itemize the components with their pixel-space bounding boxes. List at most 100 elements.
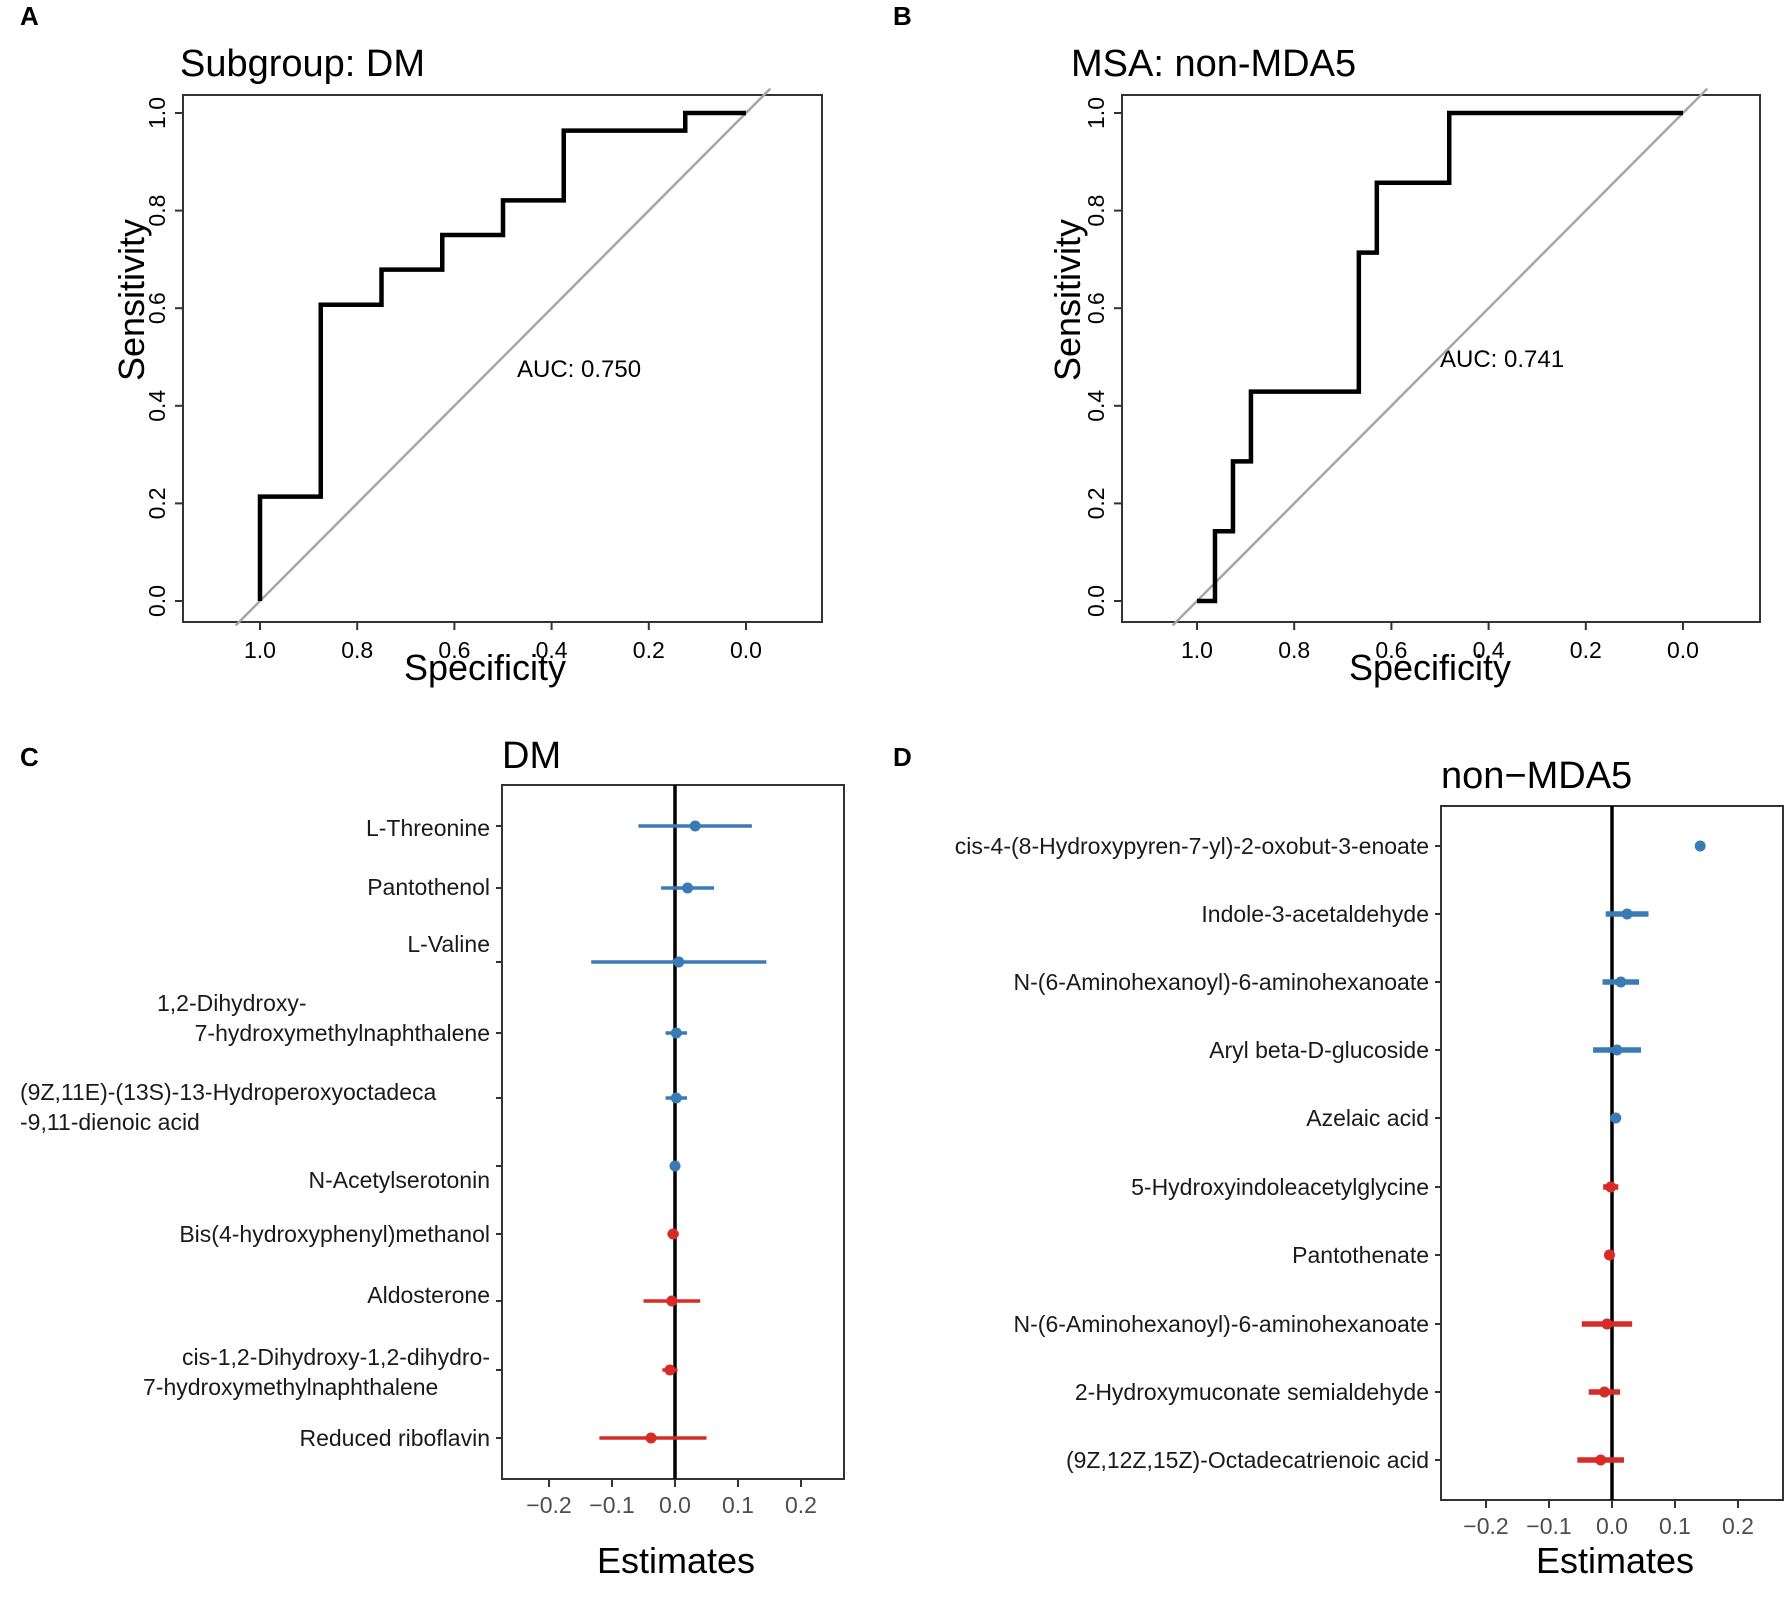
- row-label: 5-Hydroxyindoleacetylglycine: [1131, 1174, 1429, 1200]
- x-tick-label: −0.2: [526, 1492, 571, 1518]
- reference-diagonal: [234, 87, 772, 627]
- y-tick-label: 0.8: [1083, 195, 1109, 227]
- x-tick-label: 0.8: [341, 637, 373, 663]
- y-tick-label: 0.4: [144, 390, 170, 422]
- x-axis-label: Estimates: [1536, 1540, 1694, 1581]
- estimate-point: [1611, 1044, 1623, 1056]
- chart-title: non−MDA5: [1441, 755, 1632, 797]
- panel-label-a: A: [20, 1, 39, 31]
- row-label: N-(6-Aminohexanoyl)-6-aminohexanoate: [1014, 969, 1429, 995]
- row-label: Aryl beta-D-glucoside: [1209, 1037, 1429, 1063]
- row-label: Pantothenol: [367, 874, 490, 900]
- y-tick-label: 0.6: [1083, 292, 1109, 324]
- panel-label-b: B: [893, 1, 912, 31]
- estimate-point: [670, 1027, 682, 1039]
- x-tick-label: 1.0: [244, 637, 276, 663]
- chart-title: Subgroup: DM: [180, 43, 425, 85]
- estimate-point: [664, 1364, 676, 1376]
- plot-frame: [1121, 94, 1761, 623]
- row-label: 1,2-Dihydroxy-: [157, 990, 307, 1016]
- x-tick-label: 0.1: [1659, 1513, 1691, 1539]
- x-axis-label: Estimates: [597, 1540, 755, 1581]
- estimate-point: [673, 956, 685, 968]
- estimate-point: [1615, 976, 1627, 988]
- y-tick-label: 0.4: [1083, 390, 1109, 422]
- x-tick-label: 0.8: [1278, 637, 1310, 663]
- row-label: Azelaic acid: [1306, 1105, 1429, 1131]
- forest-chart-c: DM Estimates −0.2 −0.1 0.0 0.1 0.2 L-Threonin…: [20, 735, 845, 1581]
- row-label: N-(6-Aminohexanoyl)-6-aminohexanoate: [1014, 1311, 1429, 1337]
- x-tick-label: 0.0: [1667, 637, 1699, 663]
- y-tick-label: 0.2: [144, 487, 170, 519]
- row-label: L-Threonine: [366, 815, 490, 841]
- plot-frame: [182, 94, 823, 623]
- row-label: Indole-3-acetaldehyde: [1201, 901, 1429, 927]
- panel-label-c: C: [20, 742, 39, 772]
- row-label: -9,11-dienoic acid: [20, 1109, 200, 1135]
- y-tick-label: 0.6: [144, 292, 170, 324]
- x-tick-label: 0.0: [1596, 1513, 1628, 1539]
- x-tick-label: −0.2: [1463, 1513, 1508, 1539]
- x-tick-label: 0.1: [722, 1492, 754, 1518]
- estimate-point: [1595, 1454, 1607, 1466]
- chart-title: DM: [502, 735, 561, 777]
- estimate-point: [1601, 1318, 1613, 1330]
- x-axis-label: Specificity: [1349, 647, 1511, 688]
- y-axis-label: Sensitivity: [111, 219, 152, 381]
- forest-chart-d: non−MDA5 Estimates −0.2 −0.1 0.0 0.1 0.2 cis-…: [955, 755, 1784, 1581]
- panel-label-d: D: [893, 742, 912, 772]
- x-tick-label: 0.0: [659, 1492, 691, 1518]
- x-tick-label: 0.2: [633, 637, 665, 663]
- chart-title: MSA: non-MDA5: [1071, 43, 1356, 85]
- roc-chart-b: MSA: non-MDA5 Specificity Sensitivity AU…: [1047, 43, 1761, 688]
- x-tick-label: 0.2: [785, 1492, 817, 1518]
- x-tick-label: 0.4: [1473, 637, 1505, 663]
- row-label: 7-hydroxymethylnaphthalene: [143, 1374, 438, 1400]
- estimate-point: [1598, 1386, 1610, 1398]
- reference-diagonal: [1171, 87, 1709, 627]
- plot-frame: [501, 784, 845, 1480]
- estimate-point: [682, 882, 694, 894]
- row-label: (9Z,12Z,15Z)-Octadecatrienoic acid: [1066, 1447, 1429, 1473]
- estimate-point: [1610, 1112, 1622, 1124]
- x-tick-label: 0.2: [1722, 1513, 1754, 1539]
- estimate-point: [1603, 1249, 1615, 1261]
- y-tick-label: 1.0: [144, 97, 170, 129]
- y-axis-label: Sensitivity: [1047, 219, 1088, 381]
- roc-curve: [257, 110, 746, 601]
- row-label: Aldosterone: [367, 1282, 490, 1308]
- x-tick-label: 0.4: [536, 637, 568, 663]
- row-label: Bis(4-hydroxyphenyl)methanol: [179, 1221, 490, 1247]
- roc-curve: [1197, 110, 1683, 604]
- estimate-point: [670, 1092, 682, 1104]
- row-label: Reduced riboflavin: [299, 1425, 490, 1451]
- y-tick-label: 1.0: [1083, 97, 1109, 129]
- row-label: 7-hydroxymethylnaphthalene: [195, 1020, 490, 1046]
- y-tick-label: 0.0: [144, 585, 170, 617]
- estimate-point: [1694, 840, 1706, 852]
- x-tick-label: 0.6: [438, 637, 470, 663]
- estimate-point: [669, 1160, 681, 1172]
- estimate-point: [1621, 908, 1633, 920]
- y-tick-label: 0.2: [1083, 487, 1109, 519]
- roc-chart-a: Subgroup: DM Specificity Sensitivity AUC…: [111, 43, 823, 688]
- x-axis-label: Specificity: [404, 647, 566, 688]
- estimate-point: [667, 1228, 679, 1240]
- x-tick-label: 0.0: [730, 637, 762, 663]
- auc-label: AUC: 0.741: [1440, 346, 1564, 373]
- auc-label: AUC: 0.750: [517, 356, 641, 383]
- y-tick-label: 0.8: [144, 195, 170, 227]
- estimate-point: [645, 1432, 657, 1444]
- row-label: (9Z,11E)-(13S)-13-Hydroperoxyoctadeca: [20, 1079, 437, 1105]
- x-tick-label: −0.1: [1526, 1513, 1571, 1539]
- row-label: Pantothenate: [1292, 1242, 1429, 1268]
- y-tick-label: 0.0: [1083, 585, 1109, 617]
- estimate-point: [689, 820, 701, 832]
- estimate-point: [1605, 1181, 1617, 1193]
- estimate-point: [666, 1295, 678, 1307]
- row-label: 2-Hydroxymuconate semialdehyde: [1075, 1379, 1429, 1405]
- x-tick-label: 1.0: [1181, 637, 1213, 663]
- row-label: L-Valine: [407, 931, 490, 957]
- x-tick-label: −0.1: [589, 1492, 634, 1518]
